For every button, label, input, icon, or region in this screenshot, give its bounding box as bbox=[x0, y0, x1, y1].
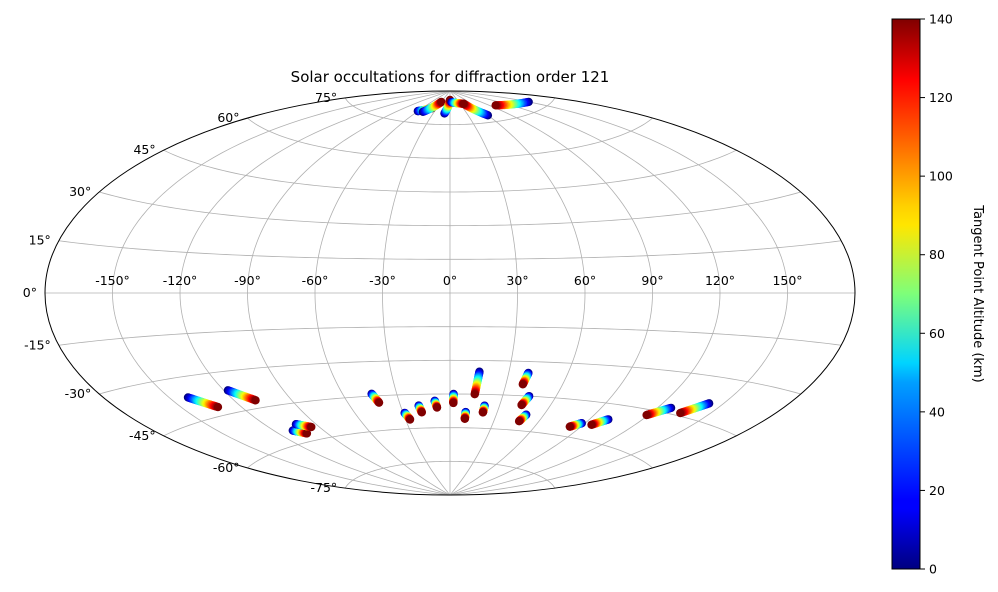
graticule-grid bbox=[45, 91, 855, 495]
occultation-point bbox=[432, 403, 442, 412]
colorbar-tick-label: 20 bbox=[929, 483, 945, 498]
latitude-tick-label: -15° bbox=[24, 337, 51, 352]
occultation-point bbox=[374, 398, 384, 407]
latitude-tick-label: 75° bbox=[315, 90, 337, 105]
meridian-line bbox=[382, 91, 451, 495]
occultation-point bbox=[565, 422, 574, 431]
colorbar-tick-label: 80 bbox=[929, 247, 945, 262]
occultation-point bbox=[642, 410, 651, 420]
occultation-point bbox=[478, 408, 488, 417]
occultation-point bbox=[251, 396, 260, 405]
meridian-line bbox=[179, 91, 451, 495]
colorbar-ticks: 0 20 40 60 80 100 120 140 bbox=[920, 12, 953, 577]
longitude-tick-label: -30° bbox=[369, 273, 396, 288]
longitude-tick-label: -120° bbox=[163, 273, 198, 288]
occultation-point bbox=[470, 390, 479, 399]
longitude-tick-label: -60° bbox=[302, 273, 329, 288]
latitude-tick-label: -30° bbox=[65, 386, 92, 401]
longitude-tick-labels: -150° -120° -90° -60° -30° 0° 30° 60° 90° 120° 150… bbox=[95, 273, 802, 288]
occultation-point bbox=[302, 429, 312, 438]
colorbar: 0 20 40 60 80 100 120 140 Tangent Point Altitud… bbox=[891, 12, 985, 577]
latitude-tick-label: 15° bbox=[29, 233, 51, 248]
occultation-point bbox=[449, 398, 458, 408]
occultation-point bbox=[587, 420, 596, 429]
occultation-point bbox=[405, 415, 415, 424]
longitude-tick-label: 150° bbox=[772, 273, 802, 288]
latitude-tick-label: -60° bbox=[213, 460, 240, 475]
colorbar-tick-label: 100 bbox=[929, 169, 953, 184]
latitude-tick-label: 30° bbox=[69, 184, 91, 199]
occultation-point bbox=[417, 408, 426, 417]
colorbar-label: Tangent Point Altitude (km) bbox=[970, 204, 985, 382]
chart-title: Solar occultations for diffraction order… bbox=[291, 68, 610, 86]
colorbar-tick-label: 120 bbox=[929, 90, 953, 105]
meridian-line bbox=[247, 91, 451, 495]
meridian-line bbox=[449, 91, 788, 495]
meridian-line bbox=[314, 91, 451, 495]
longitude-tick-label: 60° bbox=[574, 273, 596, 288]
latitude-tick-label: 45° bbox=[133, 142, 155, 157]
occultation-point bbox=[437, 97, 446, 107]
occultation-point bbox=[518, 380, 528, 389]
meridian-line bbox=[449, 91, 653, 495]
occultation-point bbox=[517, 400, 526, 410]
occultation-point bbox=[459, 99, 468, 108]
colorbar-tick-label: 140 bbox=[929, 12, 953, 27]
colorbar-tick-label: 40 bbox=[929, 404, 945, 419]
colorbar-tick-label: 60 bbox=[929, 326, 945, 341]
latitude-tick-label: -45° bbox=[129, 428, 156, 443]
colorbar-tick-label: 0 bbox=[929, 562, 937, 577]
meridian-line bbox=[449, 91, 586, 495]
occultation-point bbox=[676, 408, 685, 418]
meridian-line bbox=[449, 91, 721, 495]
latitude-tick-label: 0° bbox=[23, 285, 37, 300]
meridian-line bbox=[112, 91, 451, 495]
meridian-line bbox=[449, 91, 518, 495]
latitude-tick-labels: -75° -60° -45° -30° -15° 0° 15° 30° 45° 60° 75° bbox=[23, 90, 337, 495]
longitude-tick-label: 90° bbox=[641, 273, 663, 288]
longitude-tick-label: 30° bbox=[506, 273, 528, 288]
occultation-point bbox=[514, 416, 524, 426]
longitude-tick-label: 0° bbox=[443, 273, 457, 288]
occultation-point bbox=[307, 422, 316, 432]
latitude-tick-label: -75° bbox=[311, 480, 338, 495]
occultation-point bbox=[491, 101, 500, 110]
occultation-point bbox=[213, 402, 223, 412]
map-boundary bbox=[44, 90, 856, 496]
latitude-tick-label: 60° bbox=[217, 110, 239, 125]
longitude-tick-label: 120° bbox=[705, 273, 735, 288]
longitude-tick-label: -150° bbox=[95, 273, 130, 288]
colorbar-gradient bbox=[891, 18, 921, 570]
longitude-tick-label: -90° bbox=[234, 273, 261, 288]
occultation-point bbox=[460, 414, 470, 424]
occultation-points bbox=[183, 95, 714, 438]
